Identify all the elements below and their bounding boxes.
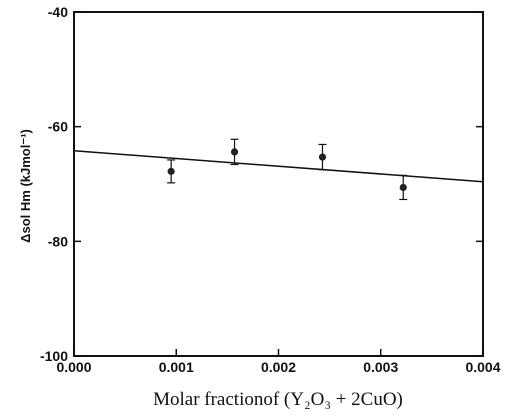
data-point xyxy=(399,183,407,192)
x-tick-label: 0.003 xyxy=(363,359,398,375)
x-tick-label: 0.004 xyxy=(465,359,500,375)
plot-frame xyxy=(73,11,484,357)
data-points xyxy=(167,138,408,201)
x-tick-label: 0.001 xyxy=(159,359,194,375)
y-tick-label: -80 xyxy=(48,233,68,249)
x-axis-title: Molar fractionof (Y₂O₃ + 2CuO) xyxy=(153,389,403,410)
x-tick-label: 0.000 xyxy=(56,359,91,375)
y-tick-label: -40 xyxy=(48,4,68,20)
y-axis-title: Δsol Hm (kJmol⁻¹) xyxy=(18,129,33,243)
data-point xyxy=(167,167,175,175)
x-tick-label: 0.002 xyxy=(261,359,296,375)
data-point xyxy=(230,148,239,156)
y-tick-label: -100 xyxy=(40,348,68,364)
fit-line xyxy=(73,149,484,183)
y-axis-ticks: -40 -60 -80 -100 xyxy=(40,4,483,364)
x-axis-ticks: 0.000 0.001 0.002 0.003 0.004 xyxy=(56,349,501,375)
y-tick-label: -60 xyxy=(48,119,68,135)
data-point xyxy=(318,153,327,161)
